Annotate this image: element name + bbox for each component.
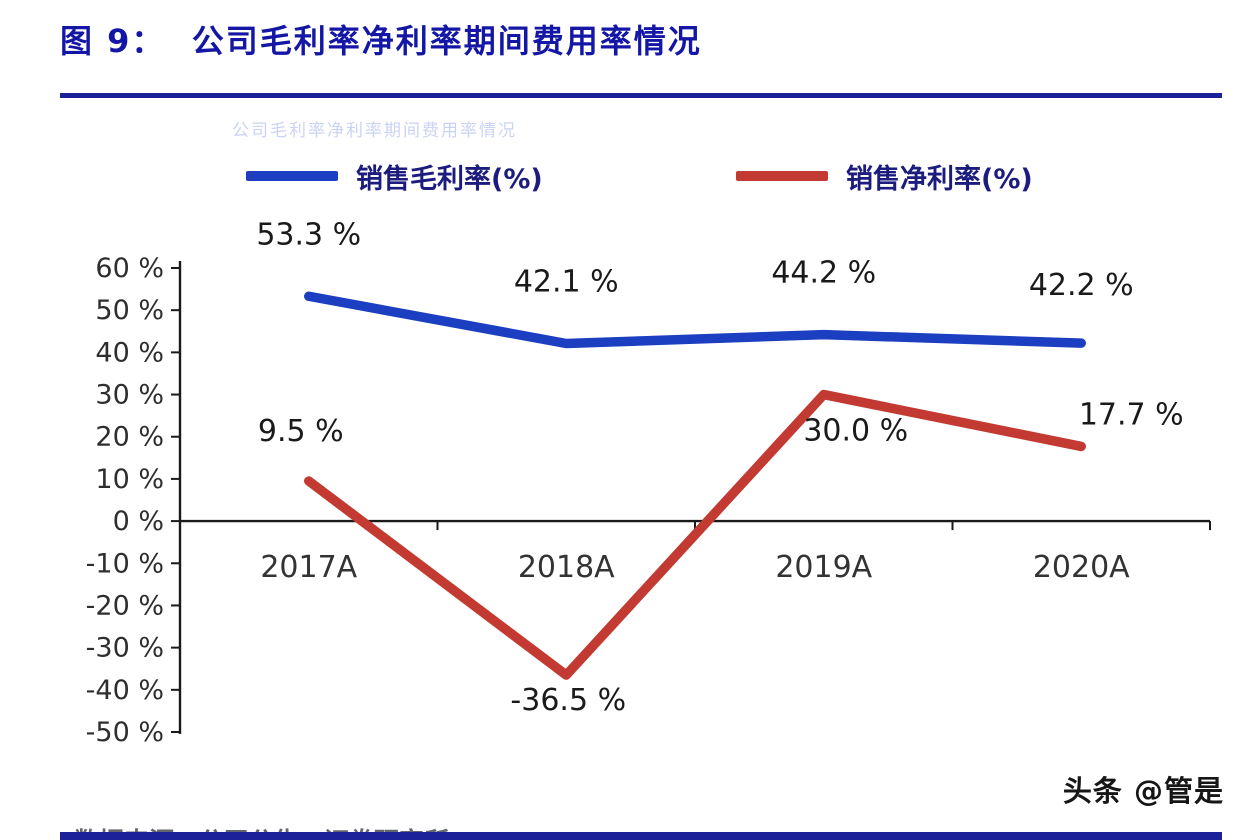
data-label-gross-margin-line: 53.3 % — [256, 217, 361, 252]
y-axis-label: 20 % — [95, 422, 164, 453]
net-margin-line-swatch — [736, 171, 828, 181]
x-axis-label: 2018A — [518, 550, 615, 585]
data-label-net-margin-line: 17.7 % — [1079, 397, 1184, 432]
source-note-clipped: 数据来源：公司公告，证券研究所 — [74, 822, 774, 832]
y-axis-label: 0 % — [113, 506, 164, 537]
data-label-gross-margin-line: 44.2 % — [771, 256, 876, 291]
watermark-text: 头条 @管是 — [1062, 774, 1224, 808]
legend-label-gross-margin: 销售毛利率(%) — [356, 163, 543, 195]
y-axis-label: 10 % — [95, 464, 164, 495]
figure-title: 图 9： 公司毛利率净利率期间费用率情况 — [60, 22, 702, 60]
y-axis-label: -40 % — [86, 675, 164, 706]
data-label-net-margin-line: -36.5 % — [510, 683, 626, 718]
y-axis-label: 60 % — [95, 253, 164, 284]
y-axis-label: -30 % — [86, 633, 164, 664]
y-axis-label: 30 % — [95, 380, 164, 411]
legend-item-gross-margin: 销售毛利率(%) — [246, 160, 543, 195]
legend-item-net-margin: 销售净利率(%) — [736, 160, 1033, 195]
ghost-watermark-text: 公司毛利率净利率期间费用率情况 — [232, 121, 517, 141]
bottom-divider — [60, 832, 1222, 840]
y-axis-label: -50 % — [86, 717, 164, 748]
data-label-net-margin-line: 30.0 % — [803, 414, 908, 449]
source-note-text: 数据来源：公司公告，证券研究所 — [74, 827, 449, 832]
y-axis-label: -20 % — [86, 590, 164, 621]
data-label-net-margin-line: 9.5 % — [258, 414, 344, 449]
x-axis-label: 2017A — [260, 550, 357, 585]
net-margin-line — [304, 389, 1086, 680]
y-axis-label: 40 % — [95, 337, 164, 368]
legend-label-net-margin: 销售净利率(%) — [846, 163, 1033, 195]
y-axis-label: 50 % — [95, 295, 164, 326]
gross-margin-line — [304, 291, 1086, 349]
x-axis-label: 2020A — [1033, 550, 1130, 585]
x-axis-label: 2019A — [775, 550, 872, 585]
y-axis-label: -10 % — [86, 548, 164, 579]
top-divider — [60, 93, 1222, 98]
data-label-gross-margin-line: 42.1 % — [514, 265, 619, 300]
data-label-gross-margin-line: 42.2 % — [1029, 268, 1134, 303]
gross-margin-line-swatch — [246, 171, 338, 181]
